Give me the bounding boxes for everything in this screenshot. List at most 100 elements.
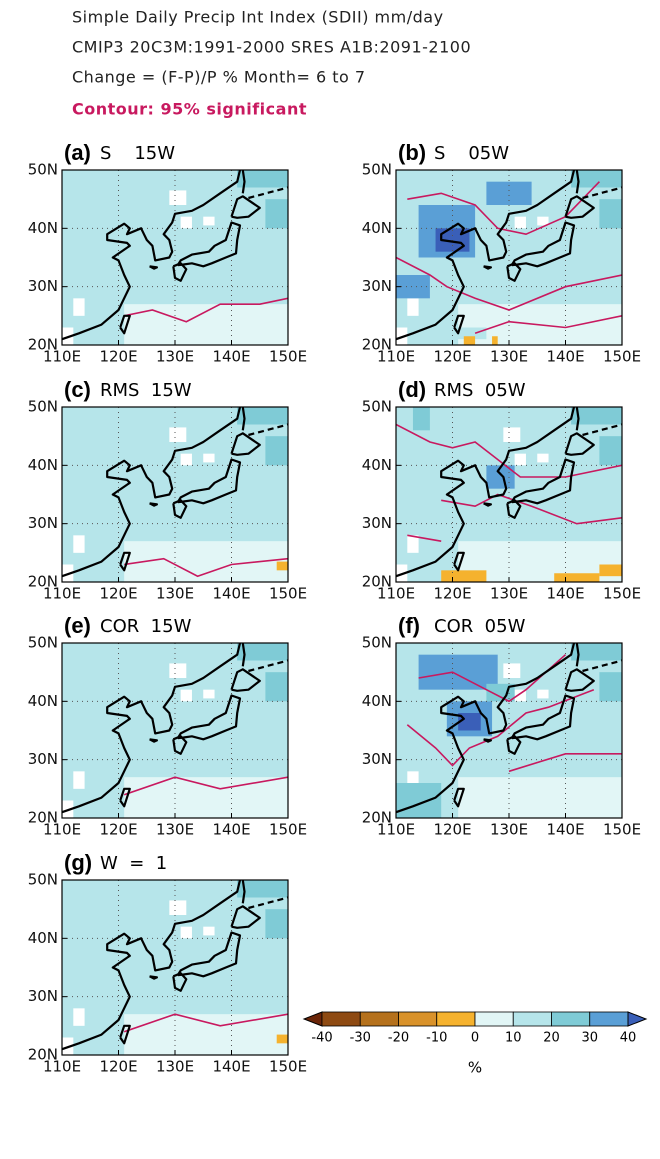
lon-label: 120E [433, 585, 471, 603]
lon-label: 120E [99, 348, 137, 366]
shading-patch [396, 783, 442, 818]
coastline [396, 170, 576, 341]
lat-label: 50N [362, 161, 392, 179]
shading-patch [407, 771, 419, 789]
header-line: CMIP3 20C3M:1991-2000 SRES A1B:2091-2100 [72, 38, 471, 57]
map-body [62, 170, 288, 345]
panel-title: W = 1 [100, 853, 167, 874]
shading-patch [571, 407, 622, 425]
shading-patch [73, 1008, 85, 1026]
lat-label: 20N [28, 1046, 58, 1064]
lon-label: 110E [43, 585, 81, 603]
lat-label: 30N [362, 750, 392, 768]
shading-patch [503, 663, 521, 678]
shading-patch [463, 336, 476, 345]
lon-label: 130E [490, 821, 528, 839]
shading-patch [407, 535, 419, 553]
coastline [506, 262, 522, 282]
colorbar-box [321, 1011, 361, 1027]
lon-label: 120E [99, 585, 137, 603]
shading-patch [203, 689, 215, 699]
lon-label: 130E [156, 1058, 194, 1076]
coastline [62, 643, 242, 814]
coastline [62, 170, 242, 341]
shading-patch [180, 453, 192, 466]
colorbar-label: 10 [505, 1031, 522, 1046]
lon-label: 120E [433, 348, 471, 366]
lon-label: 130E [490, 348, 528, 366]
colorbar-box [436, 1011, 476, 1027]
lat-label: 50N [28, 634, 58, 652]
significance-contour [508, 752, 622, 773]
lon-label: 140E [546, 585, 584, 603]
panel-label: (g) [64, 850, 92, 875]
colorbar-label: -10 [426, 1031, 447, 1046]
lon-label: 140E [212, 348, 250, 366]
map-body [62, 407, 288, 582]
lon-label: 120E [99, 821, 137, 839]
significance-contour [396, 256, 622, 311]
panel-title: RMS 05W [434, 380, 526, 401]
coastline [176, 458, 242, 505]
shading-patch [203, 216, 215, 226]
shading-patch [537, 216, 549, 226]
shading-patch [514, 216, 526, 229]
lat-label: 20N [28, 573, 58, 591]
lon-label: 130E [490, 585, 528, 603]
shading-patch [396, 275, 430, 299]
shading-patch [486, 181, 532, 205]
coastline [149, 265, 158, 270]
coastline [62, 407, 242, 578]
coastline [241, 880, 246, 904]
border [582, 659, 622, 673]
shading-patch [571, 643, 622, 661]
lat-label: 40N [28, 456, 58, 474]
shading-patch [169, 427, 187, 442]
panel-label: (b) [398, 140, 426, 165]
lon-label: 150E [269, 585, 307, 603]
colorbar-label: -40 [311, 1031, 332, 1046]
map-body [62, 643, 288, 818]
colorbar-box [589, 1011, 629, 1027]
shading-patch [265, 672, 288, 702]
shading-patch [265, 436, 288, 466]
shading-patch [441, 570, 487, 582]
lon-label: 150E [269, 348, 307, 366]
coastline [241, 170, 246, 194]
coastline [149, 502, 158, 507]
shading-patch [412, 407, 430, 431]
shading-patch [180, 689, 192, 702]
lon-label: 150E [269, 821, 307, 839]
significance-contour [406, 688, 595, 767]
coastline [510, 221, 576, 268]
coastline [483, 738, 492, 743]
coastline [564, 432, 595, 456]
coastline [62, 880, 242, 1051]
shading-patch [203, 926, 215, 936]
border [248, 423, 288, 437]
panel-label: (f) [398, 613, 420, 638]
coastline [506, 735, 522, 755]
panel-title: S 15W [100, 143, 175, 164]
coastline [575, 407, 580, 431]
coastline [176, 694, 242, 741]
lat-label: 40N [28, 929, 58, 947]
lon-label: 150E [603, 585, 641, 603]
coastline [564, 668, 595, 692]
coastline [119, 551, 131, 572]
header-line: Change = (F-P)/P % Month= 6 to 7 [72, 68, 366, 87]
coastline [172, 499, 188, 519]
significance-contour [124, 297, 288, 323]
lon-label: 140E [546, 348, 584, 366]
coastline [510, 694, 576, 741]
colorbar-end [302, 1011, 323, 1027]
lon-label: 140E [546, 821, 584, 839]
panel-label: (a) [64, 140, 91, 165]
colorbar-end [627, 1011, 648, 1027]
border [582, 186, 622, 200]
coastline [575, 643, 580, 667]
border [582, 423, 622, 437]
